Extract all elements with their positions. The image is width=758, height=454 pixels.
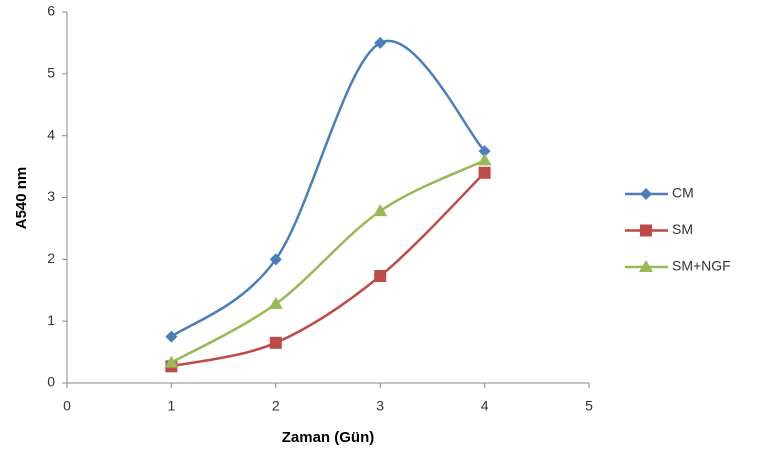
data-point [165, 330, 178, 343]
series-line [171, 171, 486, 368]
series-line [170, 159, 486, 364]
x-axis-title: Zaman (Gün) [282, 429, 375, 446]
x-tick-label: 3 [376, 398, 384, 414]
data-point [374, 36, 387, 49]
legend-label: CM [672, 185, 694, 201]
x-tick-label: 2 [272, 398, 280, 414]
data-point [164, 355, 179, 368]
x-tick-label: 5 [585, 398, 593, 414]
y-tick-label: 1 [47, 312, 55, 328]
legend-label: SM+NGF [672, 258, 731, 274]
y-tick-label: 5 [47, 65, 55, 81]
x-tick-label: 0 [63, 398, 71, 414]
legend-marker [640, 188, 652, 200]
legend-marker [639, 260, 653, 272]
x-tick-label: 1 [168, 398, 176, 414]
data-point [374, 270, 387, 283]
y-axis-title: A540 nm [13, 167, 30, 230]
data-point [269, 253, 282, 266]
data-point [478, 166, 491, 179]
data-point [269, 336, 282, 349]
legend-label: SM [672, 221, 693, 237]
y-tick-label: 6 [47, 3, 55, 19]
y-tick-label: 4 [47, 126, 55, 142]
y-tick-label: 2 [47, 250, 55, 266]
legend-marker [640, 224, 652, 237]
data-point [268, 296, 283, 309]
data-point [373, 204, 388, 217]
series-line [170, 39, 486, 338]
data-point [477, 153, 492, 166]
y-tick-label: 0 [47, 374, 55, 390]
x-tick-label: 4 [481, 398, 489, 414]
data-point [478, 145, 491, 158]
y-tick-label: 3 [47, 188, 55, 204]
